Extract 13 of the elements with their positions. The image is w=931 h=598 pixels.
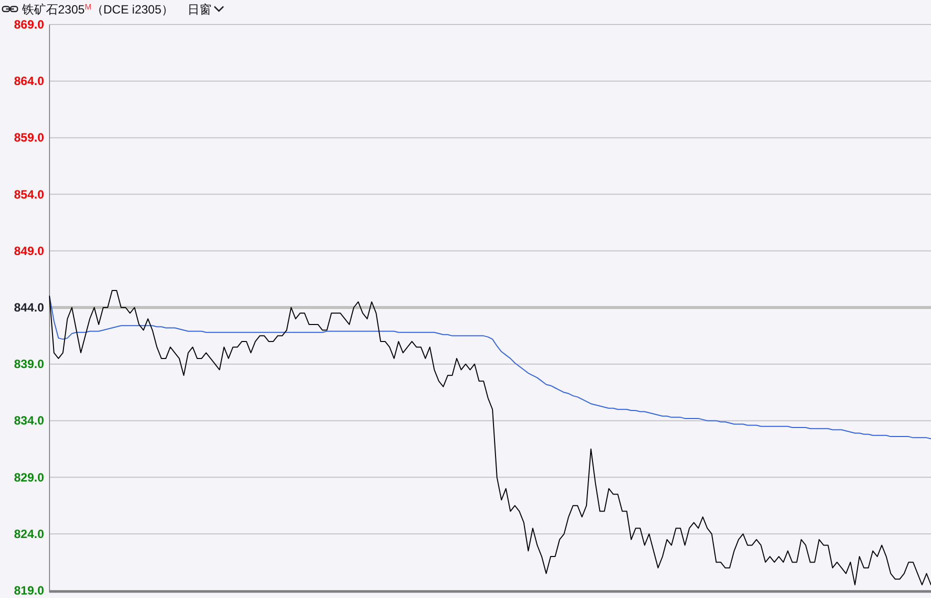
y-tick-label: 869.0 — [14, 18, 44, 32]
y-tick-label: 819.0 — [14, 584, 44, 598]
y-tick-label: 844.0 — [14, 300, 44, 314]
y-tick-label: 824.0 — [14, 526, 44, 541]
y-tick-label: 839.0 — [14, 357, 44, 372]
y-tick-label: 854.0 — [14, 187, 44, 202]
chart-subtitle: 日窗 — [187, 2, 212, 16]
y-tick-label: 864.0 — [14, 74, 44, 88]
y-tick-label: 859.0 — [14, 130, 44, 145]
chart-title: 铁矿石2305$^{M}$（DCE i2305） — [21, 2, 174, 16]
y-tick-label: 834.0 — [14, 414, 44, 428]
y-tick-label: 849.0 — [14, 244, 44, 258]
y-tick-label: 829.0 — [14, 470, 44, 484]
